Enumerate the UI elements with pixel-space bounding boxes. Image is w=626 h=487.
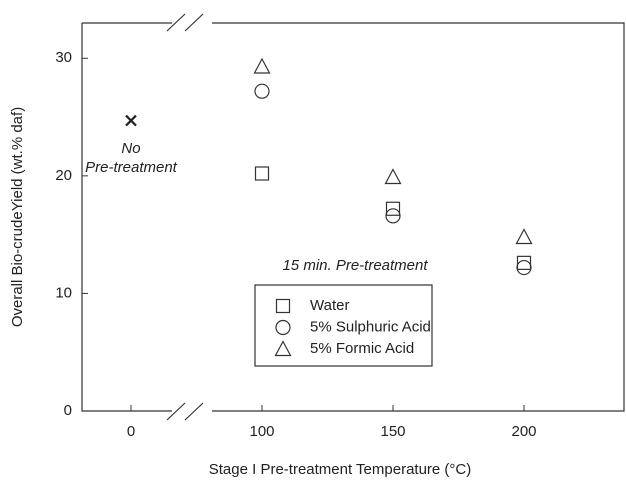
note: No (121, 140, 140, 157)
point (516, 259, 532, 276)
y-tick-label: 20 (55, 167, 72, 184)
legend-marker (275, 319, 291, 336)
legend-marker (275, 298, 291, 314)
x-tick-label: 200 (511, 423, 536, 440)
point (385, 201, 401, 216)
axis-break (166, 13, 204, 421)
point (125, 114, 137, 127)
point (515, 228, 533, 245)
legend-marker (274, 340, 292, 357)
point (254, 83, 270, 99)
y-tick-label: 30 (55, 49, 72, 66)
note: Pre-treatment (85, 159, 178, 176)
annotation: 15 min. Pre-treatment (282, 257, 428, 274)
point (254, 166, 270, 181)
point (516, 255, 532, 270)
legend-box (254, 284, 433, 367)
point (253, 57, 271, 74)
x-tick-label: 0 (127, 423, 135, 440)
y-tick-label: 0 (64, 402, 72, 419)
point (384, 168, 402, 185)
legend-label: 5% Formic Acid (310, 340, 414, 357)
y-axis-label: Overall Bio-crudeYield (wt.% daf) (9, 107, 26, 327)
legend-label: 5% Sulphuric Acid (310, 318, 431, 335)
x-tick-label: 150 (380, 423, 405, 440)
x-tick-label: 100 (249, 423, 274, 440)
y-tick-label: 10 (55, 284, 72, 301)
point (385, 208, 401, 224)
x-axis-label: Stage I Pre-treatment Temperature (°C) (209, 461, 472, 478)
legend-label: Water (310, 297, 349, 314)
